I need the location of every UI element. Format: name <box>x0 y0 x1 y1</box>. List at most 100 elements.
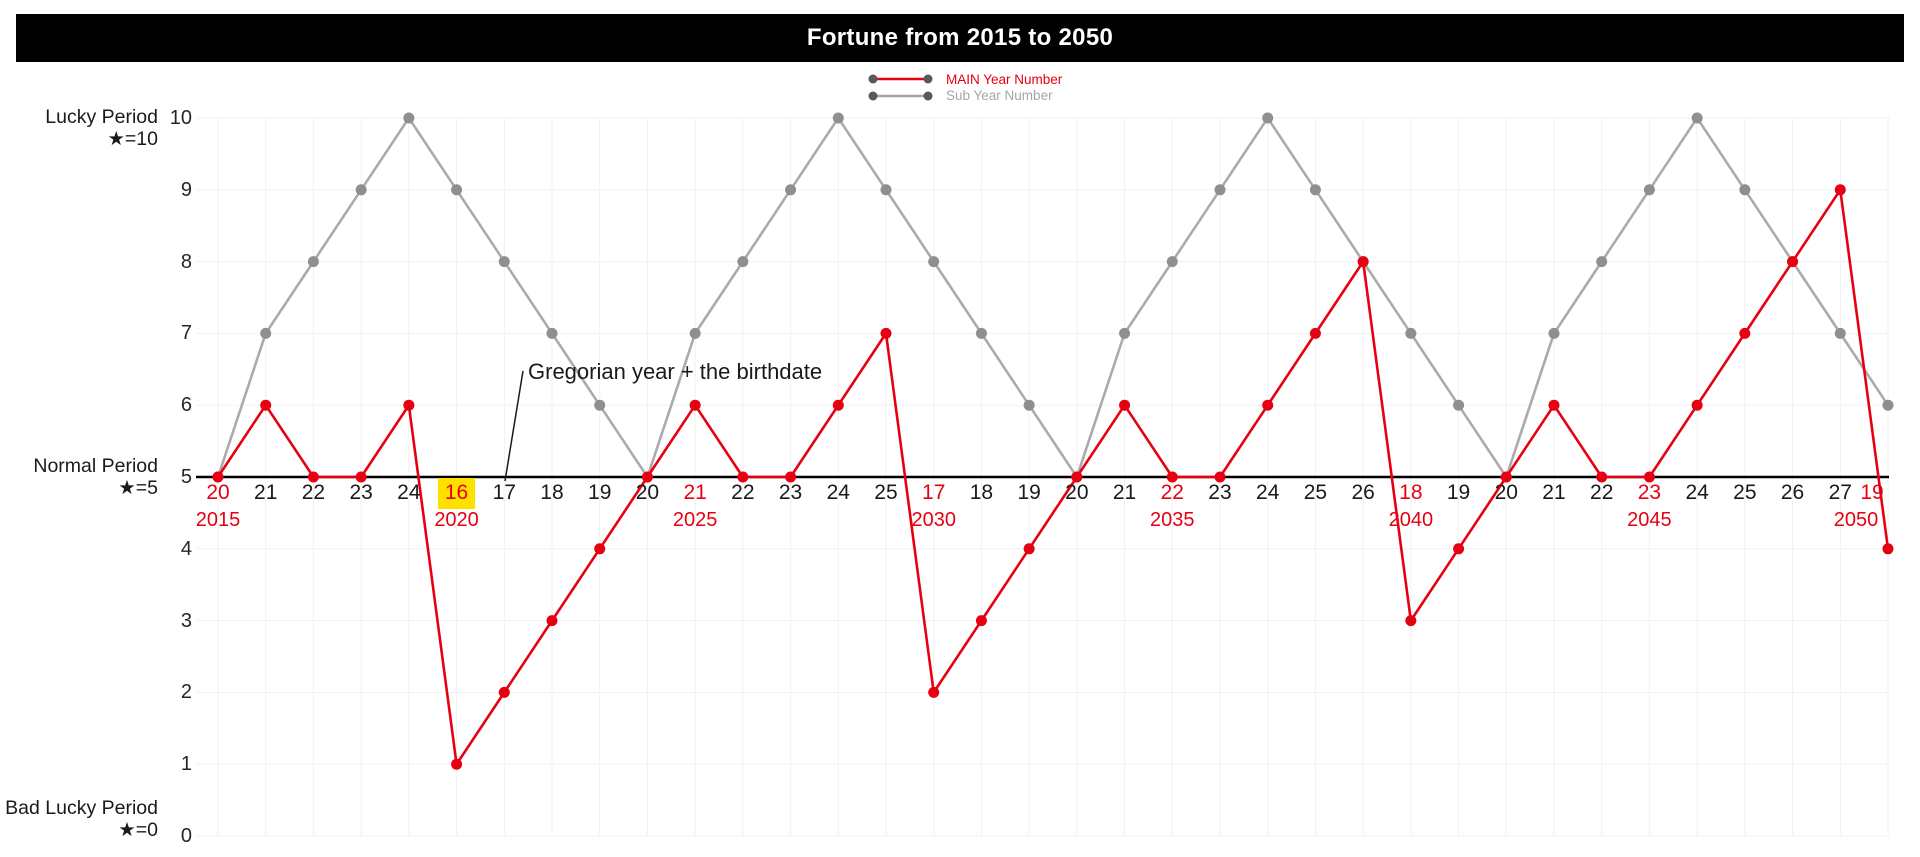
x-year-label: 2030 <box>911 509 956 531</box>
data-point-main <box>307 471 319 483</box>
data-point-sub <box>1309 184 1321 196</box>
legend-item-sub: Sub Year Number <box>866 88 1053 104</box>
data-point-main <box>1643 471 1655 483</box>
x-tick-label: 23 <box>1208 481 1232 504</box>
x-tick-label: 21 <box>254 481 278 504</box>
data-point-main <box>1357 256 1369 268</box>
data-point-main <box>1023 543 1035 555</box>
x-tick-label: 19 <box>1017 481 1041 504</box>
x-tick-label: 22 <box>1160 481 1184 504</box>
data-point-main <box>260 399 272 411</box>
y-tick-label: 6 <box>180 394 192 417</box>
data-point-main <box>1787 256 1799 268</box>
x-tick-label: 20 <box>1494 481 1518 504</box>
y-tick-label: 10 <box>169 107 192 129</box>
data-point-sub <box>689 327 701 339</box>
data-point-main <box>1262 399 1274 411</box>
data-point-main <box>1500 471 1512 483</box>
data-point-sub <box>1262 112 1274 124</box>
series-line-sub <box>216 116 1890 479</box>
zone-normal-value: ★=5 <box>118 477 158 499</box>
x-tick-label: 20 <box>1065 481 1089 504</box>
data-point-sub <box>1453 399 1465 411</box>
x-year-label: 2045 <box>1627 509 1672 531</box>
data-point-sub <box>498 256 510 268</box>
data-point-sub <box>1882 399 1894 411</box>
data-point-sub <box>355 184 367 196</box>
x-tick-label: 17 <box>492 481 516 504</box>
data-point-sub <box>1691 112 1703 124</box>
x-tick-label: 21 <box>1542 481 1566 504</box>
data-point-main <box>1739 327 1751 339</box>
data-point-sub <box>1834 327 1846 339</box>
data-point-sub <box>1166 256 1178 268</box>
data-point-main <box>1166 471 1178 483</box>
annotation-text: Gregorian year + the birthdate <box>528 359 823 384</box>
data-point-main <box>546 615 558 627</box>
x-year-label: 2015 <box>195 509 241 531</box>
data-point-sub <box>1119 327 1131 339</box>
zone-lucky-value: ★=10 <box>107 128 158 150</box>
data-point-main <box>880 327 892 339</box>
data-point-sub <box>737 256 749 268</box>
y-tick-label: 5 <box>180 466 192 488</box>
data-point-sub <box>832 112 844 124</box>
y-tick-label: 2 <box>180 681 192 704</box>
data-point-sub <box>546 327 558 339</box>
x-tick-label: 22 <box>301 481 326 504</box>
data-point-main <box>498 686 510 698</box>
data-point-sub <box>975 327 987 339</box>
series-line-main <box>216 188 1890 766</box>
chart-title: Fortune from 2015 to 2050 <box>806 24 1114 51</box>
data-point-sub <box>594 399 606 411</box>
x-tick-label: 25 <box>874 481 898 504</box>
data-point-main <box>1548 399 1560 411</box>
y-tick-label: 3 <box>180 609 192 632</box>
data-point-main <box>1834 184 1846 196</box>
data-point-main <box>1214 471 1226 483</box>
x-tick-label: 23 <box>1637 481 1662 504</box>
data-point-sub <box>1739 184 1751 196</box>
data-point-main <box>1691 399 1703 411</box>
y-tick-label: 4 <box>180 537 192 560</box>
data-point-sub <box>1023 399 1035 411</box>
data-point-main <box>928 686 940 698</box>
data-point-sub <box>880 184 892 196</box>
data-point-sub <box>1548 327 1560 339</box>
data-point-sub <box>1214 184 1226 196</box>
data-point-sub <box>307 256 319 268</box>
data-point-main <box>451 758 463 770</box>
annotation-callout-line <box>504 370 524 482</box>
data-point-main <box>689 399 701 411</box>
x-tick-label: 24 <box>826 481 850 504</box>
data-point-main <box>1596 471 1608 483</box>
data-point-main <box>641 471 653 483</box>
data-point-main <box>737 471 749 483</box>
y-tick-label: 8 <box>180 250 192 273</box>
y-tick-label: 7 <box>180 322 192 345</box>
x-tick-label: 17 <box>922 481 946 504</box>
data-point-sub <box>1643 184 1655 196</box>
data-point-main <box>1882 543 1894 555</box>
zone-bad-value: ★=0 <box>118 819 158 841</box>
x-year-label: 2020 <box>434 509 479 531</box>
x-tick-label: 24 <box>1685 481 1709 504</box>
data-point-main <box>975 615 987 627</box>
legend-label: Sub Year Number <box>946 88 1053 103</box>
data-point-main <box>785 471 797 483</box>
x-tick-label: 21 <box>683 481 707 504</box>
data-point-main <box>1071 471 1083 483</box>
x-tick-label: 24 <box>397 481 421 504</box>
data-point-sub <box>928 256 940 268</box>
legend-label: MAIN Year Number <box>946 71 1063 87</box>
y-tick-label: 9 <box>180 178 192 201</box>
zone-label-normal: Normal Period ★=5 <box>0 455 158 499</box>
data-point-main <box>403 399 415 411</box>
x-tick-label: 20 <box>206 481 230 504</box>
x-tick-label: 19 <box>1860 481 1884 504</box>
x-year-label: 2025 <box>672 509 718 531</box>
y-tick-label: 1 <box>180 753 192 776</box>
x-tick-label: 19 <box>1446 481 1471 504</box>
